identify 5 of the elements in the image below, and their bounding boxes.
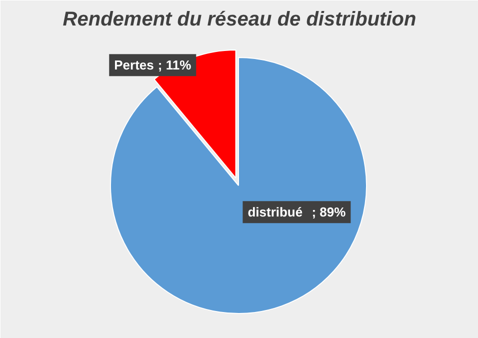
data-label: ; 11%	[158, 58, 192, 73]
slice-label: distribué	[248, 204, 303, 220]
chart-title: Rendement du réseau de distribution	[62, 8, 416, 30]
slice-label: Pertes	[114, 58, 154, 73]
data-label: ; 89%	[312, 204, 346, 220]
